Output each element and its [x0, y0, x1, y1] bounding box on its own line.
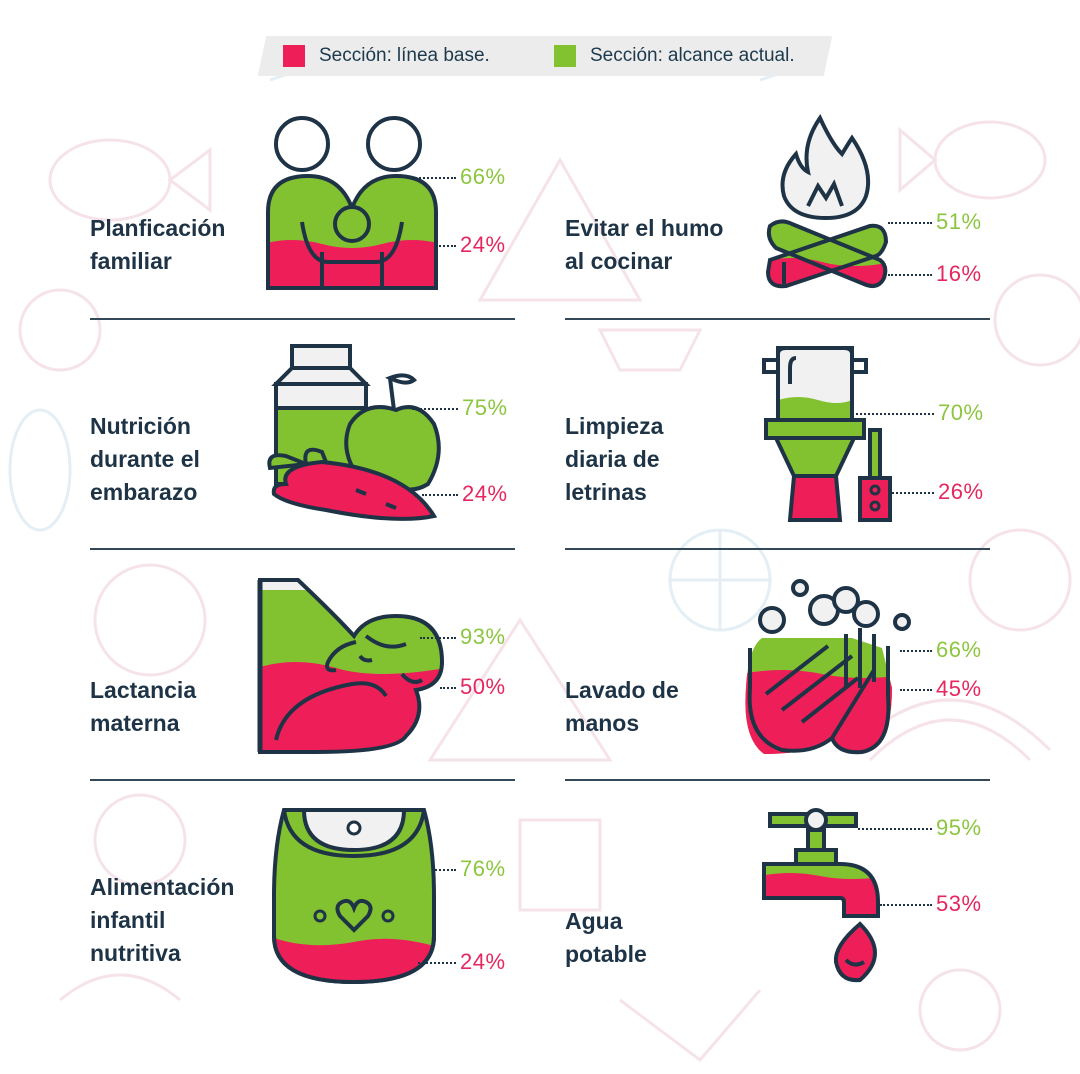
legend-baseline-swatch: [283, 45, 305, 67]
item-label-agua: Agua potable: [565, 905, 647, 971]
divider: [90, 318, 515, 320]
label-line: infantil: [90, 907, 166, 933]
label-line: Lavado de: [565, 677, 679, 703]
value-baseline-humo: 16%: [936, 261, 982, 286]
leader-baseline: [440, 687, 456, 689]
value-current-lavado: 66%: [936, 637, 982, 662]
divider: [565, 318, 990, 320]
legend-current-swatch: [554, 45, 576, 67]
value-current-planificacion: 66%: [460, 164, 506, 189]
divider: [565, 779, 990, 781]
value-current-humo: 51%: [936, 209, 982, 234]
value-baseline-lactancia: 50%: [460, 674, 506, 699]
legend-baseline-text: línea base.: [396, 45, 490, 66]
legend-current-text: alcance actual.: [667, 45, 795, 66]
divider: [90, 779, 515, 781]
divider: [565, 548, 990, 550]
label-line: potable: [565, 941, 647, 967]
value-baseline-letrinas: 26%: [938, 479, 984, 504]
leader-current: [858, 828, 932, 830]
label-line: nutritiva: [90, 940, 181, 966]
label-line: materna: [90, 710, 180, 736]
legend-baseline: Sección: línea base.: [283, 45, 490, 67]
leader-current: [900, 650, 932, 652]
value-current-agua: 95%: [936, 815, 982, 840]
breastfeeding-icon: [257, 578, 445, 754]
leader-baseline: [900, 689, 932, 691]
label-line: Limpieza: [565, 413, 664, 439]
handwash-icon: [745, 579, 911, 755]
value-current-nutricion: 75%: [462, 395, 508, 420]
label-line: embarazo: [90, 479, 198, 505]
leader-current: [432, 869, 456, 871]
value-baseline-planificacion: 24%: [460, 232, 506, 257]
item-label-lactancia: Lactancia materna: [90, 674, 196, 740]
label-line: durante el: [90, 446, 200, 472]
item-label-nutricion: Nutrición durante el embarazo: [90, 410, 200, 509]
label-line: Lactancia: [90, 677, 197, 703]
item-label-alimentacion: Alimentación infantil nutritiva: [90, 871, 234, 970]
label-line: Alimentación: [90, 874, 235, 900]
value-baseline-alimentacion: 24%: [460, 949, 506, 974]
label-line: Planficación: [90, 215, 226, 241]
label-line: manos: [565, 710, 640, 736]
leader-current: [420, 637, 456, 639]
item-label-planificacion: Planficación familiar: [90, 212, 225, 278]
item-label-lavado: Lavado de manos: [565, 674, 679, 740]
value-current-lactancia: 93%: [460, 624, 506, 649]
leader-current: [412, 408, 458, 410]
leader-baseline: [422, 494, 458, 496]
divider: [90, 548, 515, 550]
item-label-humo: Evitar el humo al cocinar: [565, 212, 723, 278]
legend-baseline-prefix: Sección:: [319, 45, 392, 66]
label-line: letrinas: [565, 479, 647, 505]
value-current-letrinas: 70%: [938, 400, 984, 425]
leader-baseline: [888, 274, 932, 276]
value-baseline-agua: 53%: [936, 891, 982, 916]
value-baseline-nutricion: 24%: [462, 481, 508, 506]
item-label-letrinas: Limpieza diaria de letrinas: [565, 410, 663, 509]
label-line: diaria de: [565, 446, 660, 472]
couple-icon: [266, 116, 438, 290]
leader-baseline: [880, 904, 932, 906]
toilet-icon: [762, 346, 892, 522]
label-line: Evitar el humo: [565, 215, 724, 241]
faucet-icon: [762, 808, 880, 983]
leader-baseline: [892, 492, 934, 494]
food-icon: [267, 344, 441, 521]
label-line: Nutrición: [90, 413, 191, 439]
campfire-icon: [765, 113, 889, 289]
value-baseline-lavado: 45%: [936, 676, 982, 701]
leader-current: [412, 177, 456, 179]
label-line: Agua: [565, 908, 623, 934]
leader-baseline: [436, 245, 456, 247]
label-line: familiar: [90, 248, 172, 274]
leader-baseline: [418, 962, 456, 964]
leader-current: [888, 222, 932, 224]
label-line: al cocinar: [565, 248, 673, 274]
legend-current-prefix: Sección:: [590, 45, 663, 66]
leader-current: [856, 413, 934, 415]
legend-current: Sección: alcance actual.: [554, 45, 795, 67]
bib-icon: [272, 808, 436, 985]
value-current-alimentacion: 76%: [460, 856, 506, 881]
